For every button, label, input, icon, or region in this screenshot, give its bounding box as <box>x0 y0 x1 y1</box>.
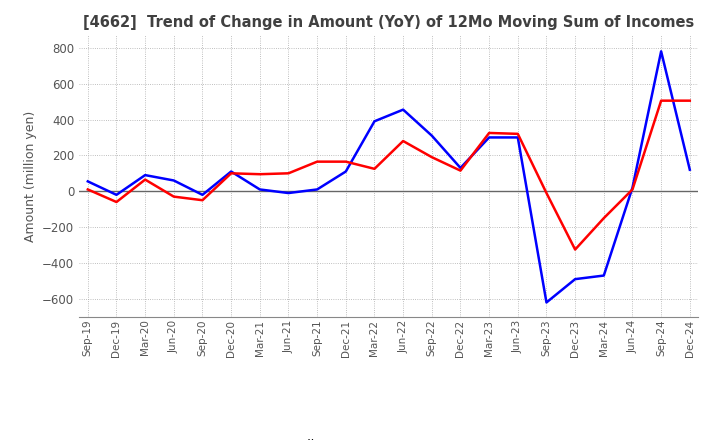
Ordinary Income <box>685 167 694 172</box>
Ordinary Income <box>84 179 92 184</box>
Net Income <box>571 247 580 252</box>
Net Income <box>112 199 121 205</box>
Ordinary Income <box>256 187 264 192</box>
Ordinary Income <box>112 192 121 198</box>
Net Income <box>685 98 694 103</box>
Y-axis label: Amount (million yen): Amount (million yen) <box>24 110 37 242</box>
Ordinary Income <box>370 119 379 124</box>
Net Income <box>428 154 436 160</box>
Ordinary Income <box>198 192 207 198</box>
Line: Net Income: Net Income <box>88 101 690 249</box>
Ordinary Income <box>227 169 235 174</box>
Ordinary Income <box>341 169 350 174</box>
Legend: Ordinary Income, Net Income: Ordinary Income, Net Income <box>242 434 536 440</box>
Ordinary Income <box>600 273 608 278</box>
Ordinary Income <box>399 107 408 112</box>
Ordinary Income <box>284 191 293 196</box>
Net Income <box>399 139 408 144</box>
Ordinary Income <box>456 165 465 171</box>
Net Income <box>513 131 522 136</box>
Net Income <box>169 194 178 199</box>
Ordinary Income <box>571 276 580 282</box>
Net Income <box>542 191 551 196</box>
Title: [4662]  Trend of Change in Amount (YoY) of 12Mo Moving Sum of Incomes: [4662] Trend of Change in Amount (YoY) o… <box>84 15 694 30</box>
Net Income <box>657 98 665 103</box>
Net Income <box>141 177 150 182</box>
Net Income <box>84 187 92 192</box>
Ordinary Income <box>312 187 321 192</box>
Net Income <box>284 171 293 176</box>
Ordinary Income <box>628 185 636 190</box>
Net Income <box>370 166 379 172</box>
Net Income <box>256 172 264 177</box>
Line: Ordinary Income: Ordinary Income <box>88 51 690 302</box>
Ordinary Income <box>542 300 551 305</box>
Ordinary Income <box>141 172 150 178</box>
Net Income <box>227 171 235 176</box>
Ordinary Income <box>657 49 665 54</box>
Ordinary Income <box>428 133 436 138</box>
Net Income <box>600 216 608 221</box>
Net Income <box>341 159 350 164</box>
Ordinary Income <box>513 135 522 140</box>
Ordinary Income <box>485 135 493 140</box>
Net Income <box>628 187 636 192</box>
Net Income <box>456 168 465 173</box>
Net Income <box>485 130 493 136</box>
Net Income <box>312 159 321 164</box>
Net Income <box>198 198 207 203</box>
Ordinary Income <box>169 178 178 183</box>
